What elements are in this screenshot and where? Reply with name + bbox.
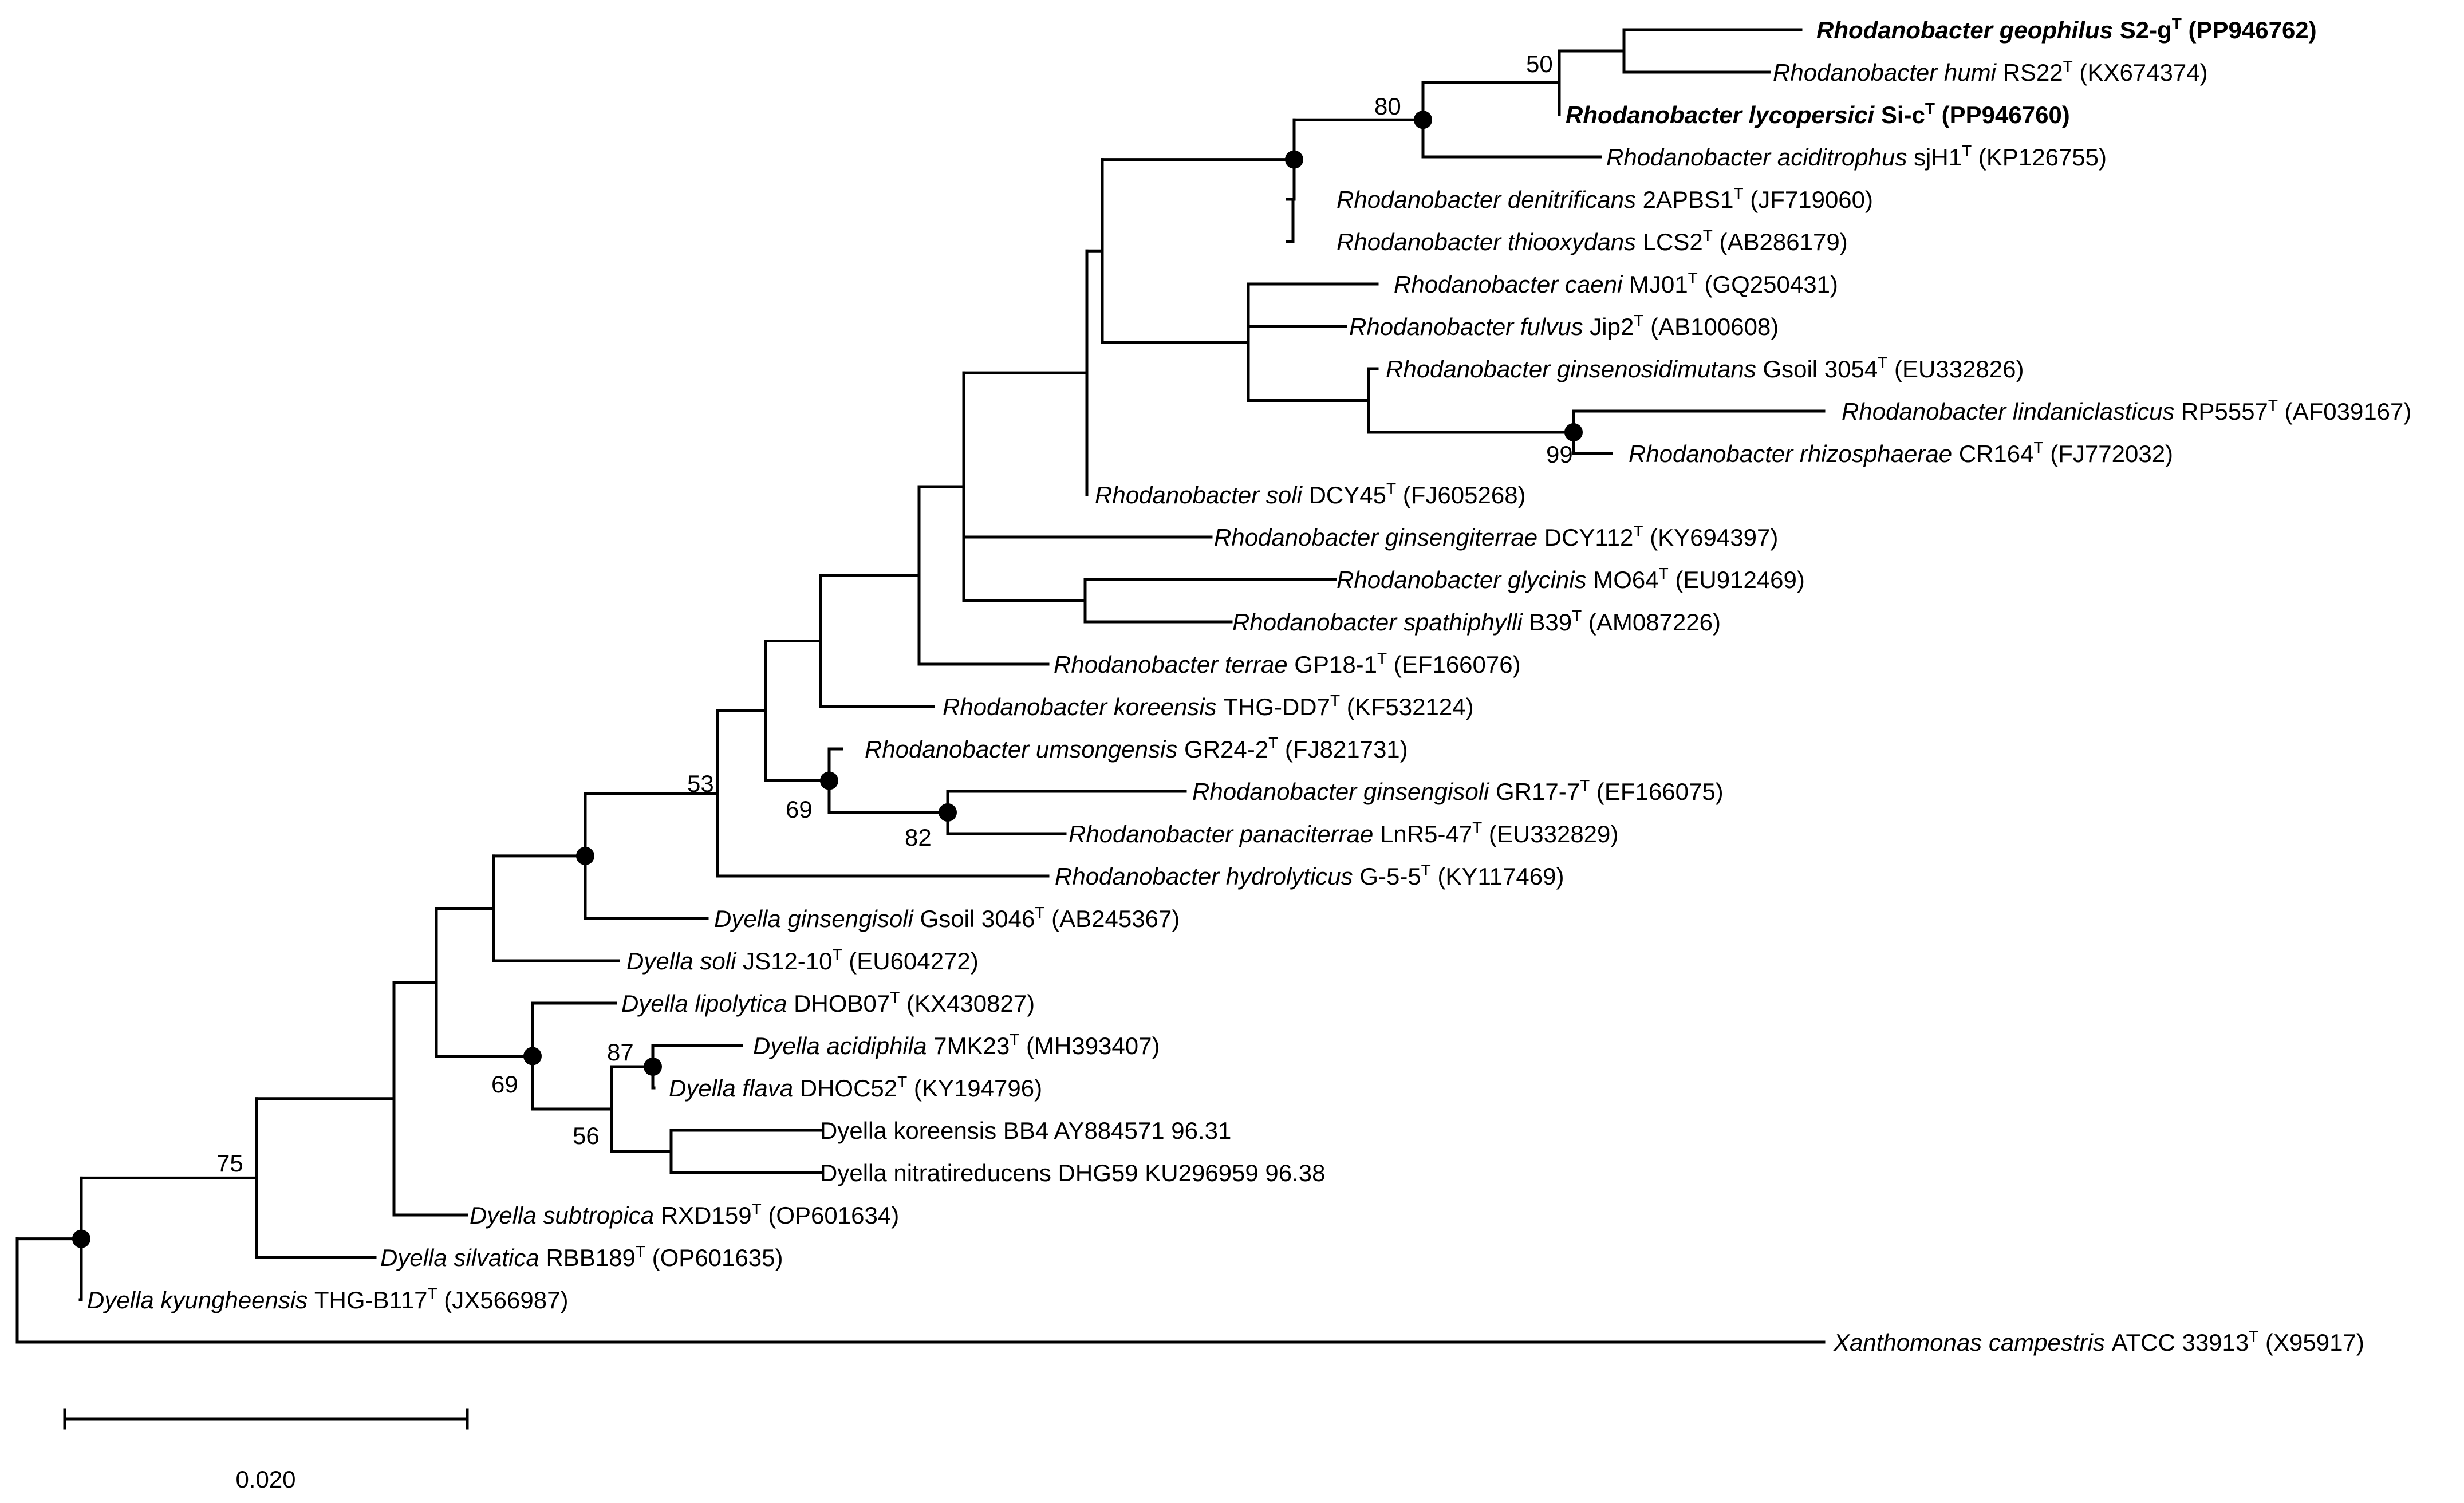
taxon-label-terrae: Rhodanobacter terrae GP18-1T (EF166076) xyxy=(1054,649,1521,678)
bootstrap-node-dot xyxy=(939,803,957,822)
taxon-label-ginsengisoli: Rhodanobacter ginsengisoli GR17-7T (EF16… xyxy=(1192,776,1724,805)
bootstrap-node-dot xyxy=(576,846,594,865)
bootstrap-value: 99 xyxy=(1546,441,1573,468)
bootstrap-value: 82 xyxy=(905,824,932,851)
taxon-label-fulvus: Rhodanobacter fulvus Jip2T (AB100608) xyxy=(1349,311,1779,340)
taxon-label-spathiphylli: Rhodanobacter spathiphylli B39T (AM08722… xyxy=(1232,607,1721,636)
taxon-label-d_flava: Dyella flava DHOC52T (KY194796) xyxy=(669,1073,1042,1102)
taxon-label-hydrolyticus: Rhodanobacter hydrolyticus G-5-5T (KY117… xyxy=(1055,861,1564,890)
bootstrap-value: 69 xyxy=(491,1071,518,1098)
taxon-label-aciditrophus: Rhodanobacter aciditrophus sjH1T (KP1267… xyxy=(1606,142,2107,171)
taxon-label-lindaniclasticus: Rhodanobacter lindaniclasticus RP5557T (… xyxy=(1842,396,2411,425)
taxon-label-d_kyungheensis: Dyella kyungheensis THG-B117T (JX566987) xyxy=(87,1285,568,1313)
taxon-label-rhizosphaerae: Rhodanobacter rhizosphaerae CR164T (FJ77… xyxy=(1629,439,2173,467)
taxon-label-d_koreensis: Dyella koreensis BB4 AY884571 96.31 xyxy=(820,1117,1231,1144)
taxon-labels: Rhodanobacter geophilus S2-gT (PP946762)… xyxy=(87,15,2411,1356)
taxon-label-thiooxydans: Rhodanobacter thiooxydans LCS2T (AB28617… xyxy=(1337,227,1848,255)
bootstrap-node-dot xyxy=(644,1058,662,1076)
bootstrap-value: 69 xyxy=(786,796,813,823)
scale-bar-label: 0.020 xyxy=(235,1466,295,1493)
bootstrap-value: 50 xyxy=(1526,50,1553,77)
bootstrap-value: 87 xyxy=(607,1039,634,1066)
bootstrap-value: 53 xyxy=(687,770,714,797)
taxon-label-geophilus: Rhodanobacter geophilus S2-gT (PP946762) xyxy=(1816,15,2317,44)
bootstrap-value: 80 xyxy=(1374,93,1401,120)
bootstrap-value: 56 xyxy=(573,1122,600,1149)
taxon-label-denitrificans: Rhodanobacter denitrificans 2APBS1T (JF7… xyxy=(1337,184,1873,213)
bootstrap-values: 50 80 99 53 69 82 87 69 56 75 xyxy=(216,50,1573,1177)
tree-branches xyxy=(15,28,1826,1344)
taxon-label-umsongensis: Rhodanobacter umsongensis GR24-2T (FJ821… xyxy=(865,734,1408,763)
taxon-label-soli: Rhodanobacter soli DCY45T (FJ605268) xyxy=(1095,480,1526,508)
taxon-label-d_subtropica: Dyella subtropica RXD159T (OP601634) xyxy=(470,1200,899,1229)
taxon-label-d_nitratireducens: Dyella nitratireducens DHG59 KU296959 96… xyxy=(820,1159,1326,1186)
taxon-label-d_soli: Dyella soli JS12-10T (EU604272) xyxy=(626,946,979,975)
taxon-label-ginsenosidimutans: Rhodanobacter ginsenosidimutans Gsoil 30… xyxy=(1386,354,2024,382)
taxon-label-panaciterrae: Rhodanobacter panaciterrae LnR5-47T (EU3… xyxy=(1069,819,1618,847)
taxon-label-d_ginsengisoli: Dyella ginsengisoli Gsoil 3046T (AB24536… xyxy=(714,904,1180,932)
bootstrap-node-dot xyxy=(72,1229,90,1248)
bootstrap-node-dot xyxy=(523,1047,542,1066)
taxon-label-ginsengiterrae: Rhodanobacter ginsengiterrae DCY112T (KY… xyxy=(1214,522,1778,551)
bootstrap-node-dot xyxy=(1564,423,1583,441)
bootstrap-node-dot xyxy=(820,771,838,790)
taxon-label-x_campestris: Xanthomonas campestris ATCC 33913T (X959… xyxy=(1833,1327,2364,1356)
taxon-label-d_lipolytica: Dyella lipolytica DHOB07T (KX430827) xyxy=(621,988,1035,1017)
taxon-label-koreensis: Rhodanobacter koreensis THG-DD7T (KF5321… xyxy=(943,692,1474,720)
bootstrap-value: 75 xyxy=(216,1150,243,1177)
bootstrap-node-dot xyxy=(1414,111,1432,129)
taxon-label-d_silvatica: Dyella silvatica RBB189T (OP601635) xyxy=(380,1242,783,1271)
taxon-label-humi: Rhodanobacter humi RS22T (KX674374) xyxy=(1773,57,2208,86)
bootstrap-node-dot xyxy=(1285,150,1303,169)
supported-node-markers xyxy=(72,111,1583,1248)
taxon-label-d_acidiphila: Dyella acidiphila 7MK23T (MH393407) xyxy=(753,1031,1160,1059)
taxon-label-lycopersici: Rhodanobacter lycopersici Si-cT (PP94676… xyxy=(1566,100,2070,128)
taxon-label-glycinis: Rhodanobacter glycinis MO64T (EU912469) xyxy=(1337,565,1805,593)
scale-bar: 0.020 xyxy=(63,1408,469,1493)
taxon-label-caeni: Rhodanobacter caeni MJ01T (GQ250431) xyxy=(1394,269,1838,298)
